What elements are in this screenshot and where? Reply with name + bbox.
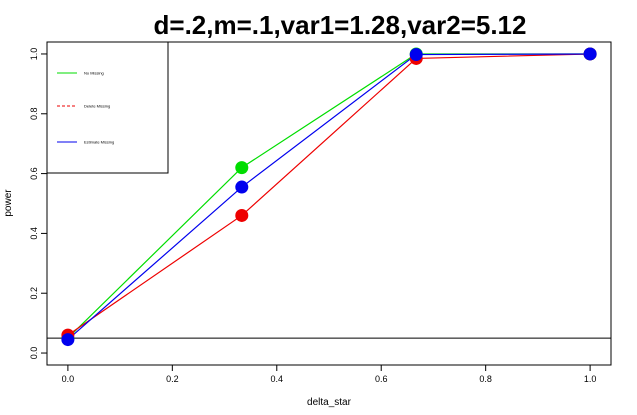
data-point — [235, 161, 249, 175]
y-tick-label: 0.6 — [29, 167, 39, 180]
series-line-2 — [67, 53, 591, 336]
legend-box — [46, 41, 169, 174]
x-tick-label: 1.0 — [584, 374, 597, 384]
data-point — [235, 208, 249, 222]
series-layer — [67, 53, 591, 341]
legend-label: Delete Missing — [84, 104, 110, 109]
legend-label: No Missing — [84, 71, 104, 76]
points-layer — [61, 47, 597, 347]
series-line-3 — [67, 53, 591, 341]
chart-title: d=.2,m=.1,var1=1.28,var2=5.12 — [154, 10, 527, 40]
y-tick-label: 0.2 — [29, 287, 39, 300]
y-tick-label: 0.0 — [29, 347, 39, 360]
data-point — [235, 180, 249, 194]
y-tick-label: 0.4 — [29, 227, 39, 240]
x-axis-label: delta_star — [307, 397, 352, 408]
x-tick-label: 0.0 — [62, 374, 75, 384]
data-point — [409, 48, 423, 62]
x-axis: 0.0 0.2 0.4 0.6 0.8 1.0 — [62, 364, 597, 384]
x-tick-label: 0.4 — [271, 374, 284, 384]
y-tick-label: 1.0 — [29, 48, 39, 61]
data-point — [61, 333, 75, 347]
y-axis: 0.0 0.2 0.4 0.6 0.8 1.0 — [29, 48, 48, 360]
data-point — [583, 47, 597, 61]
legend: No Missing Delete Missing Estimate Missing — [46, 41, 169, 174]
x-tick-label: 0.6 — [375, 374, 388, 384]
y-tick-label: 0.8 — [29, 108, 39, 121]
x-tick-label: 0.2 — [166, 374, 179, 384]
x-tick-label: 0.8 — [479, 374, 492, 384]
y-axis-label: power — [3, 189, 14, 217]
legend-label: Estimate Missing — [84, 140, 114, 145]
